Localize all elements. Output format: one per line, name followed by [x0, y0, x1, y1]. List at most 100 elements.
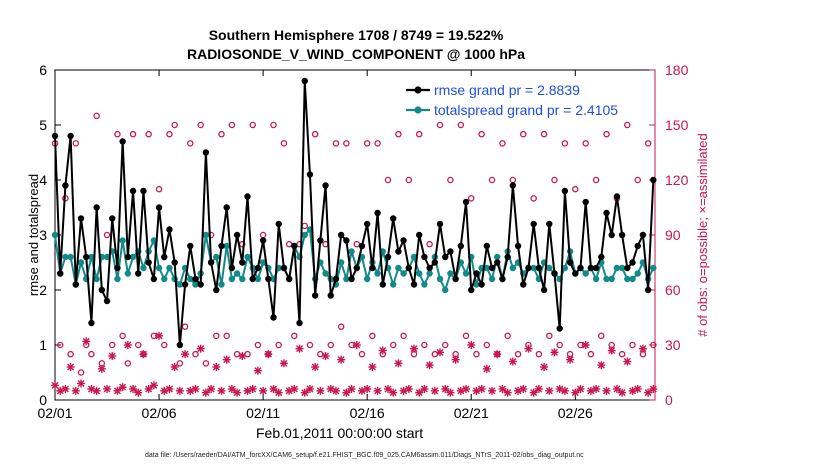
obs-assimilated-marker: [482, 364, 491, 373]
obs-assimilated-marker: [129, 385, 138, 393]
obs-assimilated-marker: [347, 385, 356, 393]
rmse-point: [155, 204, 163, 211]
obs-assimilated-marker: [441, 385, 450, 393]
obs-assimilated-marker: [519, 385, 528, 393]
obs-assimilated-marker: [623, 357, 632, 366]
rmse-point: [395, 248, 402, 255]
obs-assimilated-marker: [212, 363, 221, 371]
rmse-point: [218, 242, 225, 250]
obs-possible-marker: [389, 341, 397, 349]
y-tick-label-right: 60: [665, 282, 681, 298]
rmse-point: [67, 132, 74, 140]
totalspread-point: [140, 264, 147, 272]
y-tick-label-right: 90: [665, 227, 681, 243]
y-tick-label-left: 5: [39, 117, 47, 133]
obs-possible-marker: [93, 112, 100, 120]
obs-possible-marker: [556, 341, 563, 349]
rmse-point: [249, 275, 256, 283]
obs-assimilated-marker: [103, 385, 112, 393]
rmse-point: [317, 237, 324, 244]
rmse-point: [624, 264, 631, 272]
obs-possible-marker: [415, 130, 423, 138]
rmse-point: [436, 220, 444, 228]
rmse-point: [514, 242, 522, 250]
rmse-point: [150, 275, 158, 283]
obs-possible-marker: [395, 130, 402, 138]
rmse-point: [400, 237, 407, 244]
obs-possible-marker: [280, 140, 288, 147]
obs-possible-marker: [546, 332, 553, 340]
rmse-point: [405, 264, 412, 272]
rmse-point: [202, 149, 210, 156]
rmse-point: [468, 286, 475, 294]
obs-assimilated-marker: [508, 357, 517, 366]
obs-possible-marker: [228, 121, 236, 129]
rmse-point: [145, 259, 152, 266]
rmse-point: [124, 253, 132, 261]
obs-assimilated-marker: [108, 352, 117, 360]
totalspread-point: [119, 237, 126, 244]
rmse-point: [374, 209, 381, 217]
rmse-point: [369, 264, 376, 272]
rmse-point: [322, 182, 329, 189]
obs-possible-marker: [343, 140, 350, 147]
obs-assimilated-marker: [576, 385, 585, 393]
totalspread-point: [337, 259, 345, 266]
obs-assimilated-marker: [123, 341, 132, 349]
obs-assimilated-marker: [545, 386, 554, 395]
obs-possible-marker: [493, 350, 501, 358]
totalspread-point: [494, 253, 501, 261]
x-axis-label: Feb.01,2011 00:00:00 start: [256, 425, 424, 441]
obs-possible-marker: [592, 176, 600, 184]
rmse-point: [384, 253, 392, 261]
rmse-point: [587, 264, 595, 272]
rmse-point: [582, 198, 589, 206]
rmse-point: [416, 231, 423, 239]
obs-possible-marker: [67, 350, 74, 358]
rmse-point: [176, 341, 184, 349]
obs-possible-marker: [431, 350, 439, 358]
legend-rmse-marker: [414, 86, 422, 94]
rmse-point: [192, 275, 199, 283]
obs-assimilated-marker: [467, 341, 476, 349]
totalspread-point: [155, 264, 163, 272]
x-tick-label: 02/06: [142, 405, 177, 421]
obs-assimilated-marker: [425, 361, 434, 370]
obs-assimilated-marker: [170, 363, 179, 371]
y-axis-label-right: # of obs: o=possible; ×=assimilated: [695, 133, 710, 336]
totalspread-point: [239, 275, 246, 283]
rmse-point: [561, 187, 569, 195]
rmse-point: [301, 77, 308, 85]
obs-possible-marker: [181, 323, 189, 330]
obs-assimilated-marker: [305, 385, 314, 393]
totalspread-point: [103, 253, 111, 261]
obs-possible-marker: [374, 140, 381, 147]
obs-assimilated-marker: [77, 379, 86, 388]
obs-possible-marker: [311, 130, 319, 138]
totalspread-point: [436, 275, 444, 283]
rmse-point: [213, 286, 220, 294]
y-axis-label-left: rmse and totalspread: [26, 174, 41, 296]
x-tick-label: 02/16: [350, 405, 385, 421]
obs-possible-marker: [161, 341, 168, 349]
rmse-point: [551, 270, 558, 277]
rmse-point: [473, 270, 480, 277]
plot-area: [54, 69, 656, 401]
totalspread-point: [624, 275, 631, 283]
rmse-point: [171, 259, 178, 266]
rmse-point: [239, 259, 246, 266]
totalspread-point: [129, 253, 137, 261]
obs-assimilated-marker: [368, 363, 377, 371]
rmse-point: [410, 281, 418, 288]
y-tick-label-right: 150: [665, 117, 689, 133]
rmse-point: [337, 231, 345, 239]
obs-possible-marker: [499, 140, 506, 147]
rmse-point: [244, 193, 251, 200]
obs-assimilated-marker: [612, 385, 621, 393]
obs-assimilated-marker: [248, 385, 257, 393]
obs-possible-marker: [483, 341, 491, 349]
obs-possible-marker: [577, 341, 584, 349]
totalspread-point: [166, 264, 173, 272]
rmse-point: [343, 237, 350, 244]
y-tick-label-left: 4: [39, 172, 47, 188]
